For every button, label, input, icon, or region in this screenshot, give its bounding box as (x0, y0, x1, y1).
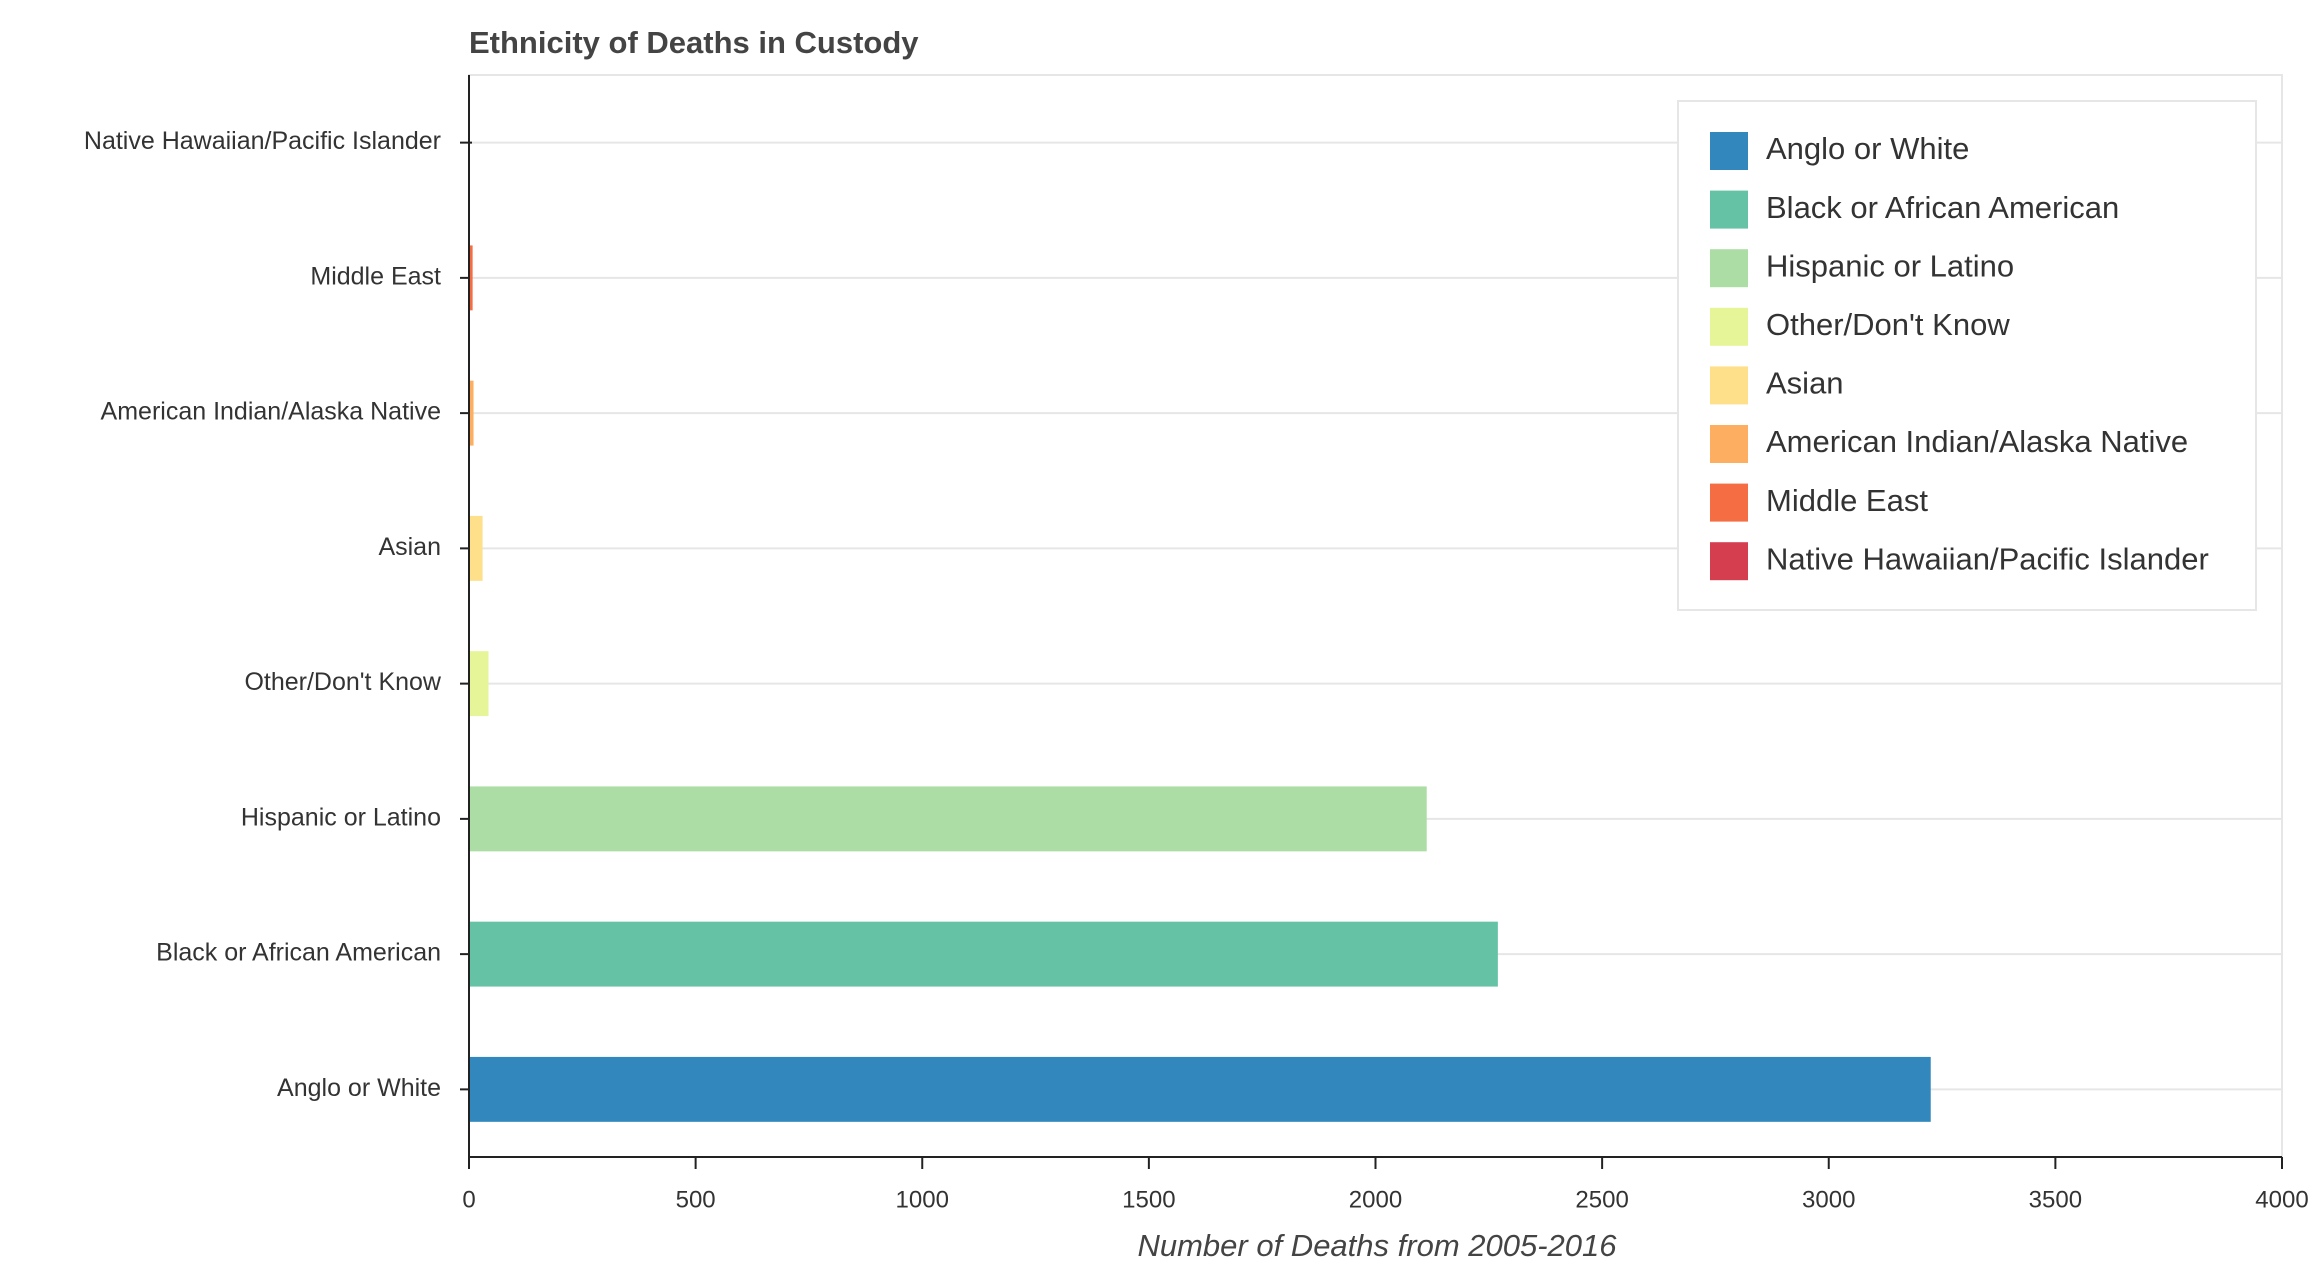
x-tick-label: 1500 (1122, 1186, 1175, 1213)
legend-swatch (1710, 483, 1748, 522)
y-tick-label: American Indian/Alaska Native (101, 398, 441, 426)
bar (469, 651, 489, 717)
legend-label: Asian (1766, 366, 1844, 401)
legend-label: Middle East (1766, 483, 1928, 518)
bar (469, 786, 1427, 852)
legend-swatch (1710, 542, 1748, 581)
legend-swatch (1710, 307, 1748, 346)
chart-title: Ethnicity of Deaths in Custody (469, 25, 919, 60)
y-tick-label: Hispanic or Latino (241, 803, 441, 831)
x-tick-label: 3000 (1802, 1186, 1855, 1213)
bar (469, 380, 474, 446)
x-axis-label: Number of Deaths from 2005-2016 (1137, 1228, 1617, 1263)
legend-label: Black or African American (1766, 190, 2119, 225)
legend-swatch (1710, 366, 1748, 405)
legend-swatch (1710, 249, 1748, 288)
x-tick-label: 0 (462, 1186, 475, 1213)
bar (469, 921, 1498, 987)
x-tick-label: 4000 (2255, 1186, 2308, 1213)
x-tick-label: 2500 (1575, 1186, 1628, 1213)
bar (469, 1056, 1931, 1122)
bar (469, 515, 483, 581)
legend-label: Native Hawaiian/Pacific Islander (1766, 541, 2209, 576)
y-tick-label: Other/Don't Know (244, 668, 441, 696)
x-tick-label: 2000 (1349, 1186, 1402, 1213)
legend-swatch (1710, 132, 1748, 170)
y-tick-label: Asian (378, 533, 441, 561)
y-tick-label: Native Hawaiian/Pacific Islander (84, 127, 441, 155)
x-tick-label: 1000 (896, 1186, 949, 1213)
x-tick-label: 3500 (2029, 1186, 2082, 1213)
y-tick-label: Anglo or White (277, 1074, 441, 1102)
x-tick-label: 500 (676, 1186, 716, 1213)
legend-swatch (1710, 190, 1748, 229)
legend-label: Anglo or White (1766, 131, 1969, 166)
legend-swatch (1710, 425, 1748, 463)
legend-label: Other/Don't Know (1766, 307, 2010, 342)
y-tick-label: Middle East (310, 262, 441, 290)
bar (469, 245, 473, 311)
legend-label: American Indian/Alaska Native (1766, 424, 2188, 459)
y-tick-label: Black or African American (156, 939, 441, 967)
legend-box (1677, 100, 2257, 611)
legend-label: Hispanic or Latino (1766, 248, 2014, 283)
